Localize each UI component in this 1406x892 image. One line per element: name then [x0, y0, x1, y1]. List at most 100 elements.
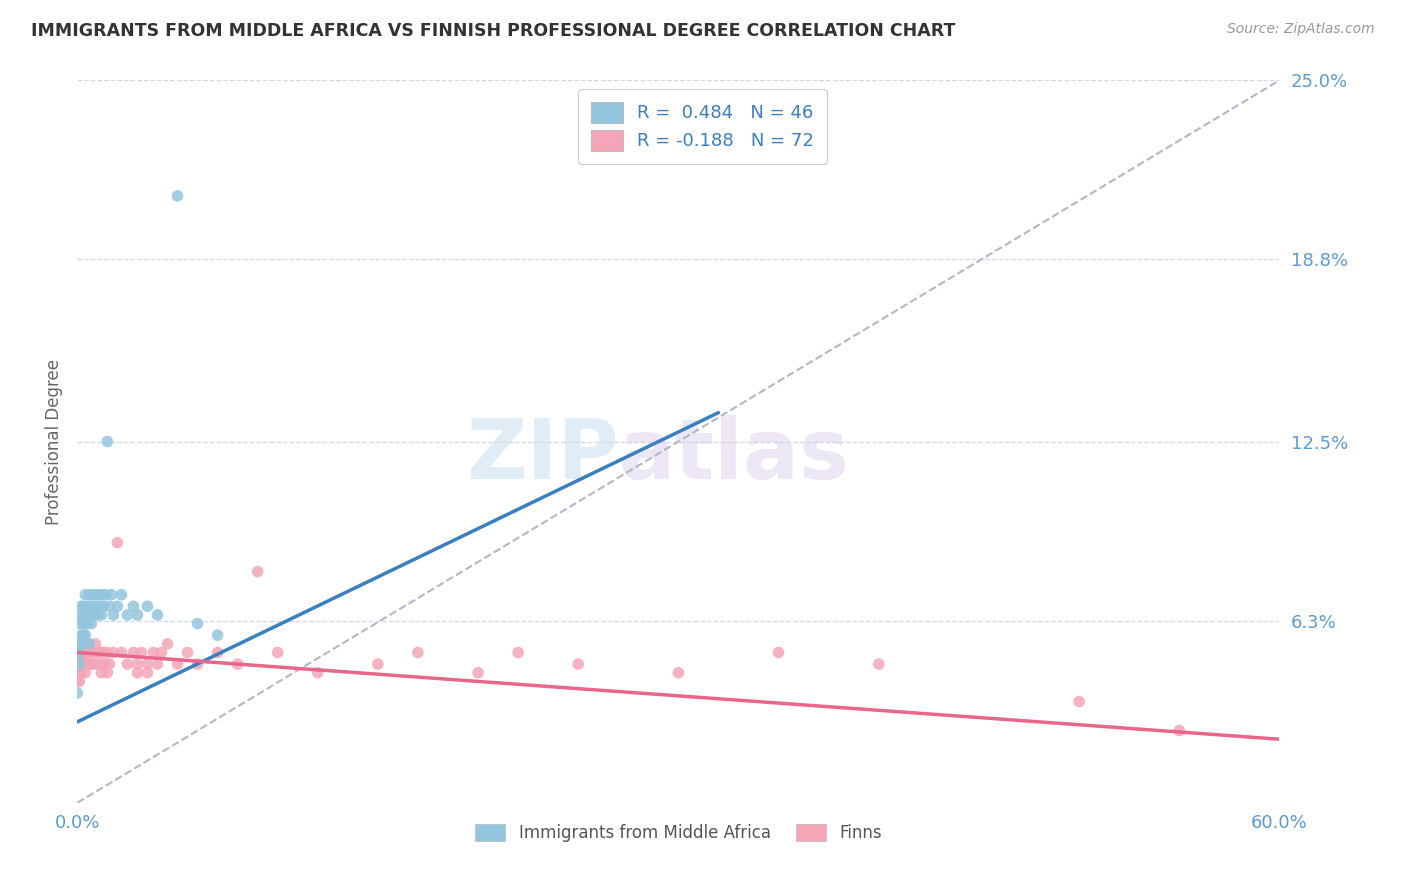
Point	[186, 657, 209, 671]
Text: Source: ZipAtlas.com: Source: ZipAtlas.com	[1227, 22, 1375, 37]
Point	[70, 628, 93, 642]
Point	[127, 665, 149, 680]
Point	[66, 686, 89, 700]
Point	[70, 607, 93, 622]
Point	[146, 607, 169, 622]
Point	[79, 657, 101, 671]
Point	[79, 607, 101, 622]
Point	[103, 646, 125, 660]
Point	[96, 434, 118, 449]
Point	[72, 657, 94, 671]
Point	[90, 588, 112, 602]
Point	[75, 607, 97, 622]
Text: atlas: atlas	[619, 416, 849, 497]
Point	[70, 657, 93, 671]
Point	[508, 646, 530, 660]
Point	[82, 646, 104, 660]
Point	[70, 637, 93, 651]
Point	[75, 646, 97, 660]
Point	[80, 616, 103, 631]
Point	[70, 599, 93, 614]
Point	[117, 657, 139, 671]
Point	[110, 588, 132, 602]
Point	[93, 599, 115, 614]
Point	[76, 616, 98, 631]
Point	[72, 637, 94, 651]
Point	[66, 657, 89, 671]
Point	[150, 646, 173, 660]
Point	[67, 657, 90, 671]
Point	[79, 588, 101, 602]
Point	[406, 646, 429, 660]
Point	[76, 657, 98, 671]
Point	[67, 674, 90, 689]
Point	[868, 657, 890, 671]
Point	[86, 607, 108, 622]
Point	[89, 599, 111, 614]
Point	[142, 646, 165, 660]
Point	[136, 665, 159, 680]
Point	[98, 657, 121, 671]
Point	[75, 665, 97, 680]
Point	[80, 646, 103, 660]
Point	[84, 637, 107, 651]
Point	[72, 616, 94, 631]
Point	[136, 657, 159, 671]
Point	[72, 599, 94, 614]
Point	[96, 665, 118, 680]
Point	[768, 646, 790, 660]
Point	[75, 637, 97, 651]
Point	[166, 189, 188, 203]
Point	[100, 588, 122, 602]
Point	[67, 646, 90, 660]
Point	[79, 637, 101, 651]
Point	[1168, 723, 1191, 738]
Point	[67, 665, 90, 680]
Point	[84, 599, 107, 614]
Point	[90, 657, 112, 671]
Point	[76, 637, 98, 651]
Point	[90, 665, 112, 680]
Point	[86, 646, 108, 660]
Point	[166, 657, 188, 671]
Point	[67, 657, 90, 671]
Point	[82, 607, 104, 622]
Point	[107, 535, 129, 549]
Point	[186, 616, 209, 631]
Point	[75, 628, 97, 642]
Point	[176, 646, 198, 660]
Point	[76, 599, 98, 614]
Point	[127, 657, 149, 671]
Point	[90, 607, 112, 622]
Point	[93, 646, 115, 660]
Point	[70, 646, 93, 660]
Point	[117, 607, 139, 622]
Point	[67, 637, 90, 651]
Point	[207, 646, 229, 660]
Point	[66, 646, 89, 660]
Point	[103, 607, 125, 622]
Point	[67, 646, 90, 660]
Point	[668, 665, 690, 680]
Point	[107, 599, 129, 614]
Point	[96, 646, 118, 660]
Point	[98, 599, 121, 614]
Point	[70, 665, 93, 680]
Point	[75, 657, 97, 671]
Point	[89, 646, 111, 660]
Point	[307, 665, 329, 680]
Text: IMMIGRANTS FROM MIDDLE AFRICA VS FINNISH PROFESSIONAL DEGREE CORRELATION CHART: IMMIGRANTS FROM MIDDLE AFRICA VS FINNISH…	[31, 22, 955, 40]
Point	[156, 637, 179, 651]
Text: ZIP: ZIP	[465, 416, 619, 497]
Point	[246, 565, 269, 579]
Point	[226, 657, 249, 671]
Point	[136, 599, 159, 614]
Point	[131, 646, 153, 660]
Point	[146, 657, 169, 671]
Point	[86, 657, 108, 671]
Point	[75, 588, 97, 602]
Point	[70, 637, 93, 651]
Y-axis label: Professional Degree: Professional Degree	[45, 359, 63, 524]
Point	[467, 665, 489, 680]
Point	[86, 588, 108, 602]
